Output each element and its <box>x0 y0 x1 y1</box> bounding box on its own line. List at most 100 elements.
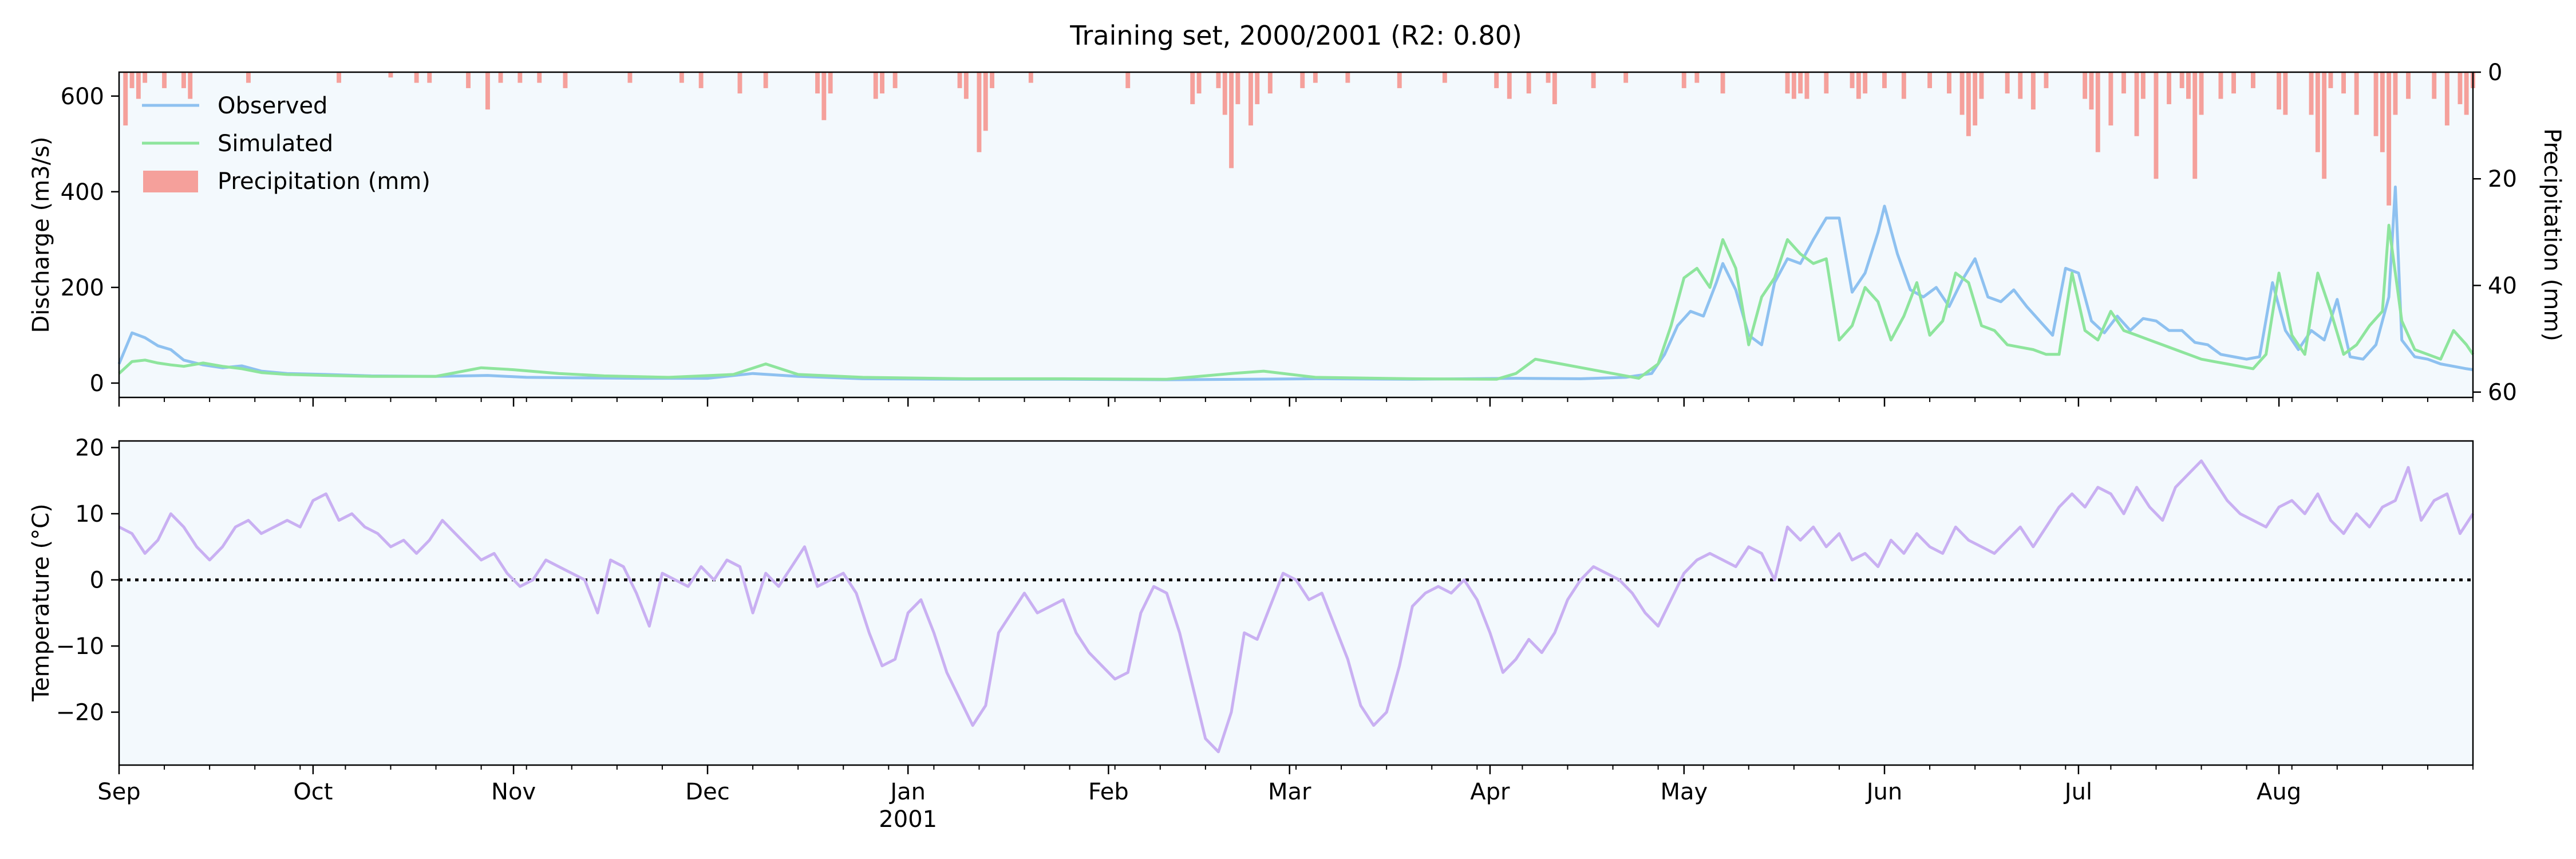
precip-bar <box>2393 72 2398 115</box>
precip-bar <box>1313 72 1318 83</box>
legend-swatch-precipitation <box>143 171 198 192</box>
precip-bar <box>983 72 988 131</box>
precip-bar <box>143 72 148 83</box>
precip-bar <box>1235 72 1240 104</box>
precip-bar <box>2373 72 2379 136</box>
precip-bar <box>2192 72 2198 179</box>
legend-label-observed: Observed <box>218 93 327 119</box>
precip-bar <box>181 72 186 88</box>
precip-bar <box>2458 72 2463 104</box>
precip-bar <box>1546 72 1551 83</box>
discharge-axis-label: Discharge (m3/s) <box>28 136 54 333</box>
temperature-axis-label: Temperature (°C) <box>28 503 54 702</box>
legend-label-simulated: Simulated <box>218 131 333 157</box>
precip-bar <box>2354 72 2359 115</box>
precip-bar <box>427 72 432 83</box>
precip-bar <box>414 72 419 83</box>
precip-bar <box>162 72 167 88</box>
discharge-panel: 0 200 400 600 0 20 40 60 Discharge (m3/s) Prec… <box>28 60 2565 407</box>
precip-bar <box>1720 72 1725 94</box>
precip-bar <box>957 72 962 88</box>
discharge-lines <box>117 186 2475 381</box>
precipitation-y-axis: 0 20 40 60 <box>2473 60 2517 406</box>
precip-bar <box>1804 72 1809 99</box>
precip-bar <box>2380 72 2385 152</box>
precip-bar <box>1591 72 1596 88</box>
temperature-line <box>118 459 2475 754</box>
precip-bar <box>1979 72 1984 99</box>
precip-bar <box>246 72 251 83</box>
precip-bar <box>1494 72 1499 88</box>
precip-bar <box>1681 72 1686 88</box>
precip-bar <box>498 72 503 83</box>
precip-bar <box>1798 72 1803 94</box>
precip-bar <box>2315 72 2320 152</box>
x-tick-label: Feb <box>1088 779 1129 805</box>
temperature-plot-area <box>119 441 2473 765</box>
precip-bar <box>2044 72 2049 88</box>
precip-bar <box>1190 72 1195 104</box>
precip-bar <box>815 72 820 94</box>
precip-bar <box>123 72 128 126</box>
x-tick-label: Jul <box>2063 779 2092 805</box>
precip-bar <box>537 72 542 83</box>
precip-bar <box>1927 72 1932 88</box>
x-tick-label: Nov <box>491 779 536 805</box>
precip-bar <box>466 72 471 88</box>
precip-bar <box>1507 72 1512 99</box>
discharge-y-axis: 0 200 400 600 <box>61 84 119 397</box>
precip-bar <box>1249 72 1253 126</box>
precip-bar <box>563 72 568 88</box>
precip-bar <box>2005 72 2010 94</box>
discharge-x-axis <box>118 397 2474 407</box>
precip-bar <box>1222 72 1227 115</box>
x-tick-sublabel: 2001 <box>879 806 937 833</box>
temperature-y-axis: 20 10 0 −10 −20 <box>56 435 119 726</box>
precip-bar <box>337 72 341 83</box>
precip-bar <box>2140 72 2146 99</box>
precip-bar <box>737 72 742 94</box>
precip-bar <box>1791 72 1796 99</box>
precip-bar <box>1397 72 1402 88</box>
discharge-plot-area <box>119 72 2473 397</box>
series-line-temperature <box>118 459 2475 754</box>
precip-bar <box>1255 72 1260 104</box>
x-tick-label: Apr <box>1470 779 1510 805</box>
precip-bar <box>2108 72 2113 126</box>
series-line-simulated <box>118 223 2475 381</box>
precip-bar <box>1973 72 1978 126</box>
series-line-observed <box>117 186 2474 381</box>
precip-bar <box>2218 72 2223 99</box>
precip-bar <box>1216 72 1221 88</box>
precip-bar <box>485 72 490 110</box>
precip-bar <box>2341 72 2346 94</box>
precip-bar <box>821 72 827 120</box>
precip-bar <box>2083 72 2088 99</box>
y-tick-label: 0 <box>2488 60 2502 86</box>
precip-bar <box>2444 72 2449 126</box>
x-tick-label: Dec <box>685 779 729 805</box>
precip-bar <box>828 72 833 94</box>
precip-bar <box>2432 72 2437 99</box>
precip-bar <box>1300 72 1305 88</box>
precip-bar <box>1947 72 1951 94</box>
precip-bar <box>2322 72 2327 179</box>
precip-bar <box>2251 72 2255 88</box>
precip-bar <box>2328 72 2333 88</box>
precip-bar <box>129 72 135 88</box>
precip-bar <box>1028 72 1033 83</box>
x-tick-label: Sep <box>97 779 140 805</box>
x-tick-label: Jan <box>888 779 926 805</box>
precip-bar <box>1882 72 1887 88</box>
precip-bar <box>977 72 982 152</box>
precip-bar <box>2089 72 2094 110</box>
precip-bar <box>2095 72 2100 152</box>
precip-bar <box>1785 72 1790 94</box>
y-tick-label: 600 <box>61 84 104 110</box>
precip-bar <box>2121 72 2126 94</box>
x-tick-label: Jun <box>1865 779 1903 805</box>
precip-bar <box>2154 72 2159 179</box>
